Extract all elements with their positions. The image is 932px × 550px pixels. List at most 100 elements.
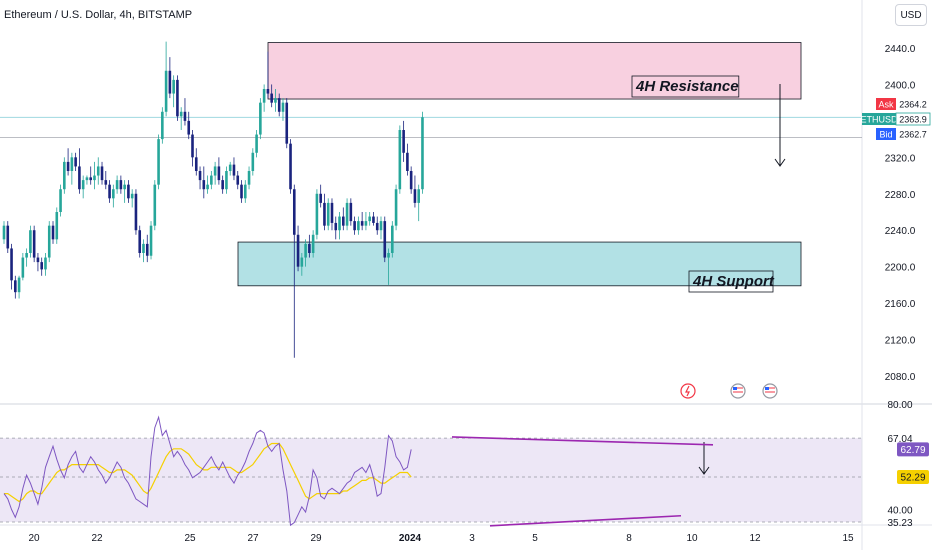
- candle-body: [142, 243, 145, 253]
- candle-body: [240, 184, 243, 199]
- candle-body: [375, 222, 379, 231]
- candle-body: [285, 102, 289, 144]
- candle-body: [409, 171, 413, 190]
- candle-body: [161, 111, 164, 140]
- candle-body: [115, 180, 119, 190]
- candle-body: [29, 230, 32, 253]
- time-tick-label: 10: [686, 533, 698, 544]
- candle-body: [32, 230, 36, 258]
- candle-body: [85, 177, 89, 181]
- candle-body: [187, 120, 191, 135]
- us-flag-event-icon-2: [762, 383, 778, 399]
- price-tick-label: 2400.0: [885, 80, 916, 91]
- candle-body: [319, 193, 322, 203]
- candle-body: [210, 175, 213, 185]
- candle-body: [108, 184, 111, 199]
- candle-body: [2, 225, 6, 240]
- candle-body: [334, 222, 338, 231]
- symbol-title: Ethereum / U.S. Dollar, 4h, BITSTAMP: [4, 9, 193, 21]
- ask-tag-value-bg: [896, 98, 930, 110]
- candle-body: [40, 262, 43, 270]
- support-label-box: [688, 270, 774, 293]
- candle-body: [349, 202, 353, 222]
- candle-body: [206, 184, 209, 190]
- candle-body: [123, 184, 126, 190]
- candle-body: [21, 257, 25, 278]
- time-tick-label: 2024: [399, 533, 422, 544]
- bid-tag-label: Bid: [879, 130, 892, 140]
- us-flag-event-icon: [730, 383, 746, 399]
- candle-body: [236, 175, 240, 185]
- candle-body: [100, 166, 104, 181]
- currency-button[interactable]: USD: [895, 4, 927, 26]
- candle-body: [70, 157, 74, 171]
- candle-body: [357, 221, 360, 231]
- candle-body: [164, 70, 168, 112]
- rsi-upper-trendline: [451, 436, 714, 446]
- rsi-tick-label: 67.04: [887, 434, 912, 445]
- rsi-down-arrow-head: [698, 466, 710, 475]
- candle-body: [364, 221, 368, 226]
- candle-body: [191, 134, 194, 158]
- candle-body: [112, 189, 115, 199]
- us-flag-event-icon-canton: [733, 387, 737, 390]
- candle-body: [262, 89, 266, 103]
- candle-body: [172, 79, 175, 94]
- price-tick-label: 2320.0: [885, 153, 916, 164]
- last-tag-value-bg: [895, 112, 931, 126]
- time-tick-label: 5: [532, 533, 538, 544]
- price-tick-label: 2200.0: [885, 263, 916, 274]
- candle-body: [6, 225, 10, 249]
- price-tick-label: 2440.0: [885, 44, 916, 55]
- last-tag-label-bg: [862, 113, 896, 125]
- candle-layer: [2, 41, 424, 358]
- resistance-down-arrow-head: [774, 158, 786, 167]
- lightning-event-icon-glyph: [685, 385, 690, 397]
- candle-body: [10, 248, 13, 281]
- price-tick-label: 2240.0: [885, 226, 916, 237]
- candle-body: [251, 152, 255, 171]
- time-tick-label: 12: [749, 533, 761, 544]
- candle-body: [55, 212, 59, 240]
- axis-layer: 2440.02400.02360.02320.02280.02240.02200…: [28, 44, 915, 544]
- candle-body: [406, 152, 409, 171]
- candle-body: [413, 189, 417, 203]
- candle-body: [17, 277, 21, 293]
- candle-body: [153, 184, 157, 226]
- candle-body: [157, 139, 160, 185]
- candle-body: [247, 171, 251, 185]
- candle-body: [304, 243, 307, 258]
- candle-body: [281, 102, 285, 112]
- candle-body: [353, 221, 356, 231]
- candle-body: [383, 221, 387, 258]
- resistance-label: 4H Resistance: [635, 78, 739, 95]
- candle-body: [402, 130, 405, 153]
- candle-body: [96, 166, 100, 176]
- ask-tag-label-bg: [876, 98, 896, 110]
- time-tick-label: 22: [91, 533, 103, 544]
- candle-body: [74, 157, 77, 167]
- time-tick-label: 25: [184, 533, 196, 544]
- candle-body: [270, 93, 273, 103]
- candle-body: [289, 143, 292, 190]
- candle-body: [127, 184, 130, 199]
- candle-body: [176, 79, 179, 117]
- rsi-ma-line: [4, 442, 412, 503]
- us-flag-event-icon-2-canton: [765, 387, 769, 390]
- candle-body: [315, 193, 319, 235]
- rsi-value-tag: 62.79: [900, 445, 925, 456]
- candle-body: [183, 111, 187, 121]
- candle-body: [130, 193, 134, 199]
- candle-body: [104, 180, 108, 185]
- bid-tag-value: 2362.7: [899, 130, 927, 140]
- price-tick-label: 2160.0: [885, 299, 916, 310]
- zone-layer: 4H Resistance 4H Support: [237, 42, 802, 475]
- candle-body: [232, 164, 236, 176]
- candle-body: [63, 161, 66, 190]
- candle-body: [372, 216, 375, 223]
- candle-body: [296, 234, 300, 267]
- candle-body: [326, 202, 330, 226]
- rsi-tick-label: 80.00: [887, 400, 912, 411]
